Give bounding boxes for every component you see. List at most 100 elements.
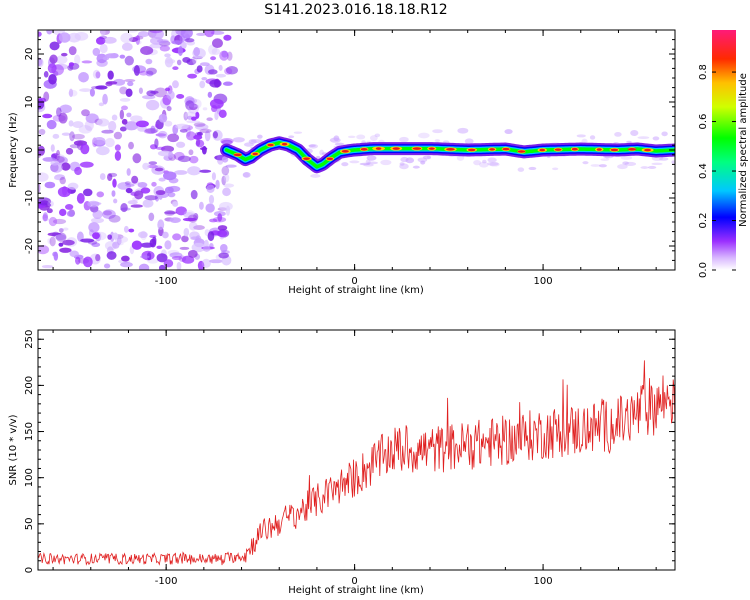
noise-blob bbox=[46, 208, 53, 214]
noise-blob bbox=[46, 30, 53, 35]
noise-blob bbox=[59, 208, 67, 217]
ridge-halo-blob bbox=[349, 160, 360, 164]
x-tick-label: 0 bbox=[351, 276, 357, 287]
noise-blob bbox=[166, 90, 175, 100]
noise-blob bbox=[74, 54, 81, 65]
noise-blob bbox=[223, 34, 232, 41]
noise-blob bbox=[81, 109, 90, 117]
noise-blob bbox=[211, 172, 216, 181]
noise-blob bbox=[209, 259, 223, 264]
noise-blob bbox=[181, 235, 189, 243]
colorbar: 0.0 0.2 0.4 0.6 0.8 Normalized spectral ampl… bbox=[698, 30, 749, 278]
noise-blob bbox=[91, 85, 104, 90]
ridge-halo-blob bbox=[456, 154, 465, 161]
noise-blob bbox=[78, 125, 93, 134]
colorbar-gradient bbox=[712, 30, 736, 270]
top-x-axis-label: Height of straight line (km) bbox=[288, 285, 424, 296]
ridge-halo-blob bbox=[399, 163, 409, 170]
noise-blob bbox=[121, 255, 130, 262]
noise-blob bbox=[43, 217, 49, 222]
noise-blob bbox=[192, 55, 198, 65]
noise-blob bbox=[46, 119, 57, 130]
noise-blob bbox=[113, 198, 118, 204]
noise-blob bbox=[183, 212, 195, 218]
noise-blob bbox=[167, 133, 180, 143]
noise-blob bbox=[221, 166, 230, 176]
noise-blob bbox=[193, 134, 203, 140]
noise-blob bbox=[105, 137, 115, 148]
ridge-halo-blob bbox=[600, 158, 610, 161]
noise-blob bbox=[164, 56, 174, 68]
noise-blob bbox=[38, 31, 42, 37]
noise-blob bbox=[38, 197, 52, 206]
noise-blob bbox=[185, 131, 196, 141]
ridge-halo-blob bbox=[614, 132, 622, 137]
noise-blob bbox=[121, 105, 128, 111]
y-tick-label: 0 bbox=[24, 147, 35, 153]
noise-blob bbox=[104, 53, 119, 59]
noise-blob bbox=[96, 59, 108, 67]
ridge-peak-red bbox=[428, 147, 435, 150]
ridge-halo-blob bbox=[464, 138, 474, 145]
noise-blob bbox=[179, 246, 190, 250]
noise-blob bbox=[119, 54, 126, 59]
noise-blob bbox=[149, 37, 164, 45]
noise-blob bbox=[174, 170, 188, 175]
noise-blob bbox=[47, 63, 57, 74]
ridge-halo-blob bbox=[620, 155, 633, 160]
noise-blob bbox=[42, 157, 56, 162]
ridge-peak-red bbox=[554, 148, 562, 151]
noise-blob bbox=[217, 213, 223, 222]
noise-blob bbox=[68, 88, 74, 98]
noise-blob bbox=[148, 161, 158, 165]
noise-blob bbox=[148, 212, 155, 222]
ridge-halo-blob bbox=[399, 162, 405, 166]
ridge-halo-blob bbox=[359, 162, 371, 166]
noise-blob bbox=[146, 67, 157, 75]
noise-blob bbox=[218, 64, 223, 71]
x-tick-label: 100 bbox=[534, 276, 553, 287]
noise-blob bbox=[55, 55, 68, 64]
noise-blob bbox=[80, 143, 90, 155]
noise-blob bbox=[179, 34, 186, 43]
noise-blob bbox=[195, 139, 205, 148]
noise-blob bbox=[92, 209, 103, 219]
noise-blob bbox=[156, 245, 163, 250]
noise-blob bbox=[156, 39, 169, 44]
bottom-y-axis-label: SNR (10 * v/v) bbox=[8, 414, 19, 485]
noise-blob bbox=[42, 214, 48, 222]
noise-blob bbox=[144, 127, 159, 134]
ridge-halo-blob bbox=[479, 161, 489, 168]
noise-blob bbox=[69, 250, 79, 258]
ridge-peak-red bbox=[303, 157, 310, 160]
noise-blob bbox=[58, 228, 64, 233]
noise-blob bbox=[88, 222, 100, 233]
noise-blob bbox=[140, 187, 151, 194]
noise-blob bbox=[187, 166, 201, 176]
noise-blob bbox=[187, 103, 200, 114]
noise-blob bbox=[92, 47, 101, 57]
ridge-halo-blob bbox=[487, 157, 497, 163]
noise-blob bbox=[144, 195, 158, 201]
noise-blob bbox=[138, 263, 150, 270]
noise-blob bbox=[186, 120, 201, 124]
noise-blob bbox=[169, 217, 181, 224]
noise-blob bbox=[222, 187, 231, 197]
noise-blob bbox=[102, 209, 116, 220]
noise-blob bbox=[194, 123, 209, 130]
noise-blob bbox=[58, 112, 68, 124]
noise-blob bbox=[137, 31, 150, 38]
noise-blob bbox=[178, 255, 187, 263]
ridge-halo-blob bbox=[248, 139, 257, 144]
ridge-halo-blob bbox=[432, 129, 443, 134]
ridge-halo-blob bbox=[380, 159, 392, 166]
noise-blob bbox=[183, 227, 190, 237]
noise-blob bbox=[206, 184, 215, 194]
noise-blob bbox=[114, 144, 121, 151]
noise-blob bbox=[95, 146, 110, 156]
noise-blob bbox=[119, 109, 125, 120]
noise-blob bbox=[189, 231, 200, 240]
x-tick-label: 100 bbox=[534, 576, 553, 587]
